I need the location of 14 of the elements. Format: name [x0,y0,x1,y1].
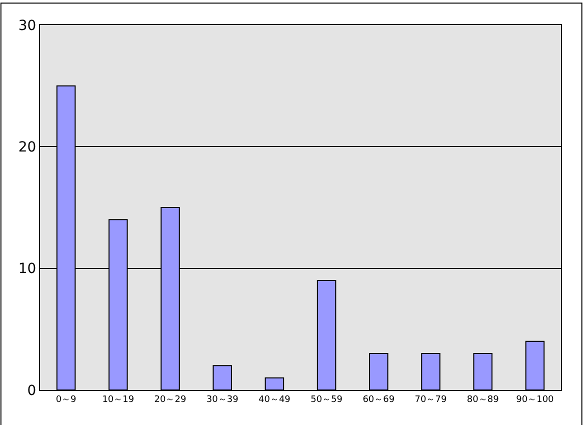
y-tick-label: 0 [27,382,36,399]
y-tick-label: 20 [18,140,36,156]
x-tick-label: 30～39 [206,394,239,405]
x-tick-label: 0～9 [56,394,77,405]
x-tick-label: 40～49 [258,394,291,405]
x-tick-label: 50～59 [310,394,343,405]
y-tick-label: 30 [18,18,36,34]
y-tick-label: 10 [18,261,36,278]
x-tick-label: 20～29 [154,394,186,405]
x-tick-label: 80～89 [466,394,500,405]
x-tick-label: 90～100 [516,394,554,405]
x-tick-label: 10～19 [102,394,134,405]
x-tick-label: 70～79 [414,394,447,405]
x-tick-label: 60～69 [362,394,395,405]
